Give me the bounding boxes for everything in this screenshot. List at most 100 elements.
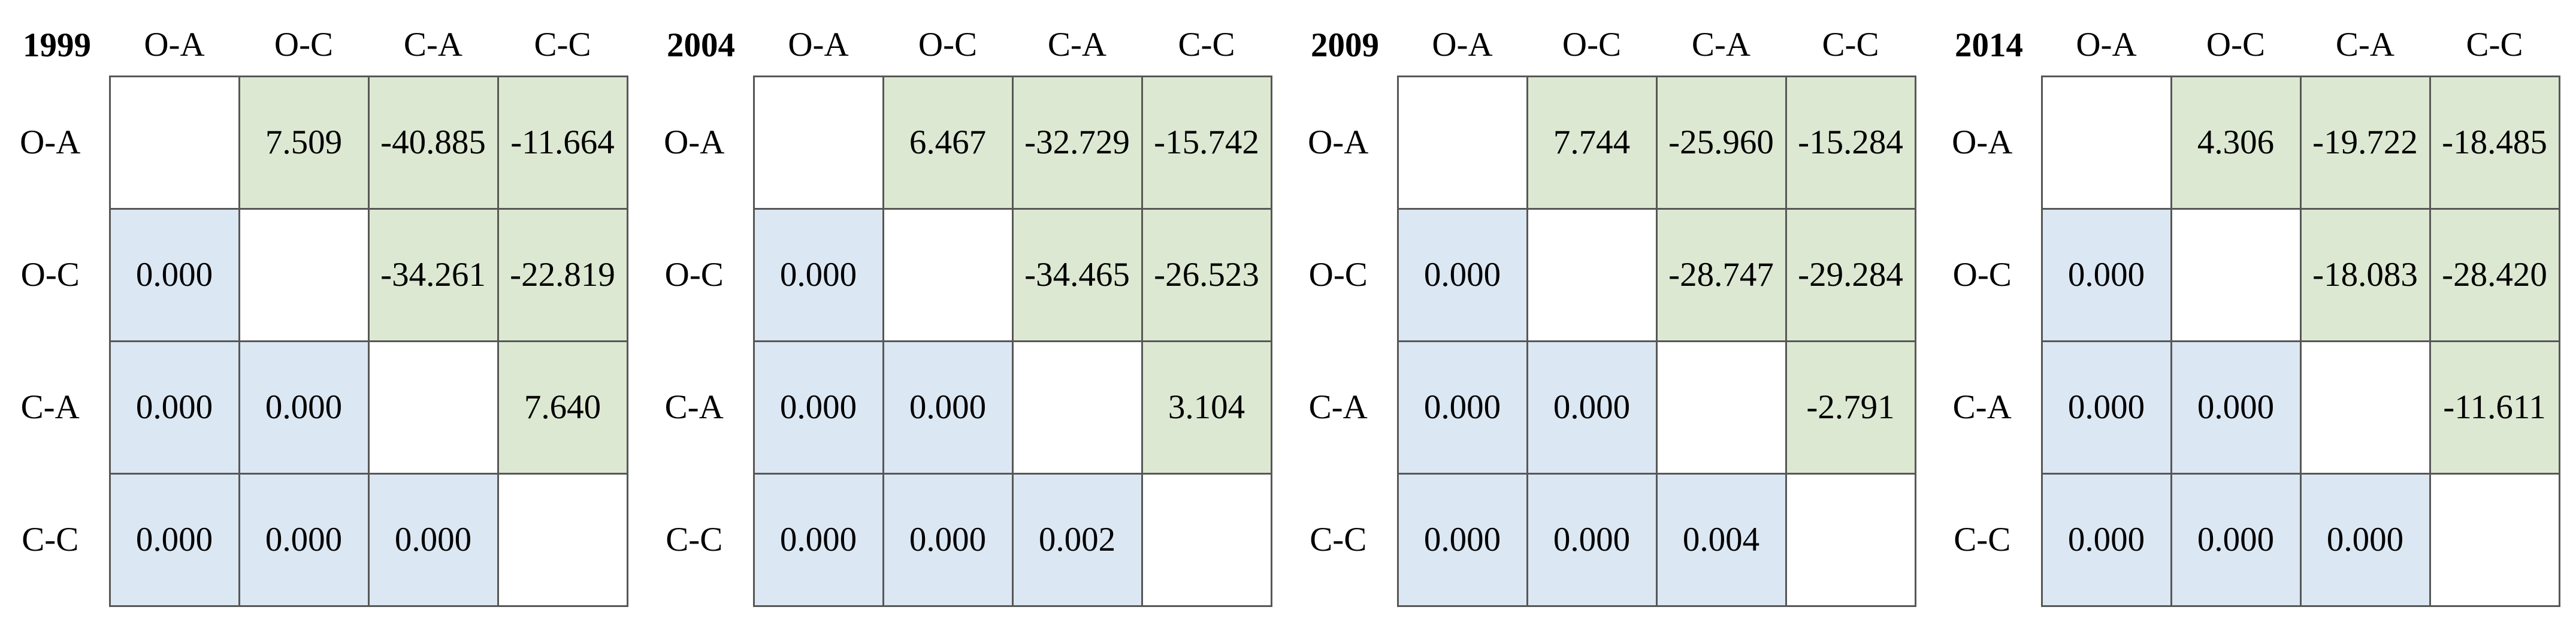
matrix-cell-diagonal — [2040, 75, 2172, 210]
matrix-cell: -18.485 — [2429, 75, 2560, 210]
matrix-cell: 3.104 — [1141, 340, 1272, 475]
matrix-cell: -19.722 — [2299, 75, 2431, 210]
matrix-cell: 0.000 — [882, 340, 1014, 475]
matrix-cell: 0.000 — [2170, 472, 2302, 607]
matrix-cell-diagonal — [2299, 340, 2431, 475]
row-header-ca: C-A — [20, 388, 80, 426]
matrix-block-1999: 1999 O-A O-C C-A C-C O-A 7.509 -40.885 -… — [0, 0, 644, 619]
matrix-table: 2014 O-A O-C C-A C-C O-A 4.306 -19.722 -… — [1932, 0, 2560, 607]
col-header-oc: O-C — [1562, 26, 1622, 64]
matrix-cell: 0.000 — [108, 207, 240, 342]
col-header-oc: O-C — [918, 26, 978, 64]
matrix-cell-diagonal — [1526, 207, 1658, 342]
col-header-cc: C-C — [2466, 26, 2523, 64]
matrix-cell-diagonal — [752, 75, 884, 210]
col-header-oa: O-A — [1432, 26, 1493, 64]
matrix-cell: 0.000 — [238, 472, 370, 607]
matrix-table: 2004 O-A O-C C-A C-C O-A 6.467 -32.729 -… — [644, 0, 1272, 607]
row-header-oc: O-C — [1308, 256, 1368, 294]
row-header-cc: C-C — [666, 521, 723, 558]
row-header-ca: C-A — [664, 388, 724, 426]
row-header-oa: O-A — [20, 123, 81, 161]
matrix-cell: -22.819 — [497, 207, 628, 342]
matrix-cell: 0.000 — [752, 472, 884, 607]
year-label: 2014 — [1955, 26, 2023, 64]
matrix-cell: -15.284 — [1785, 75, 1916, 210]
matrix-cell: 0.000 — [1526, 340, 1658, 475]
matrix-cell: 0.000 — [2299, 472, 2431, 607]
col-header-oa: O-A — [2076, 26, 2137, 64]
matrix-cell-diagonal — [367, 340, 499, 475]
matrix-cell: -28.747 — [1655, 207, 1787, 342]
matrix-cell: 0.000 — [367, 472, 499, 607]
matrix-cell-diagonal — [108, 75, 240, 210]
matrix-cell: 0.004 — [1655, 472, 1787, 607]
matrix-cell-diagonal — [2429, 472, 2560, 607]
matrix-cell-diagonal — [2170, 207, 2302, 342]
matrix-cell-diagonal — [1396, 75, 1528, 210]
row-header-oc: O-C — [1952, 256, 2012, 294]
matrix-cell: -40.885 — [367, 75, 499, 210]
matrix-cell: 0.000 — [2170, 340, 2302, 475]
row-header-oa: O-A — [1952, 123, 2013, 161]
row-header-oc: O-C — [664, 256, 724, 294]
matrix-cell: -11.611 — [2429, 340, 2560, 475]
matrix-cell: 0.000 — [2040, 207, 2172, 342]
col-header-oc: O-C — [2206, 26, 2266, 64]
row-header-oa: O-A — [664, 123, 725, 161]
matrix-cell: 0.000 — [1396, 340, 1528, 475]
matrix-cell: -25.960 — [1655, 75, 1787, 210]
matrix-cell-diagonal — [497, 472, 628, 607]
matrix-table: 1999 O-A O-C C-A C-C O-A 7.509 -40.885 -… — [0, 0, 628, 607]
row-header-ca: C-A — [1952, 388, 2012, 426]
matrix-cell: 7.744 — [1526, 75, 1658, 210]
col-header-cc: C-C — [1822, 26, 1879, 64]
row-header-oa: O-A — [1308, 123, 1369, 161]
matrix-cell: 0.000 — [238, 340, 370, 475]
matrix-cell: 7.640 — [497, 340, 628, 475]
year-label: 2009 — [1311, 26, 1379, 64]
matrix-cell: -15.742 — [1141, 75, 1272, 210]
matrix-table: 2009 O-A O-C C-A C-C O-A 7.744 -25.960 -… — [1288, 0, 1916, 607]
matrix-cell-diagonal — [882, 207, 1014, 342]
row-header-cc: C-C — [1954, 521, 2011, 558]
col-header-cc: C-C — [534, 26, 591, 64]
matrix-cell-diagonal — [1011, 340, 1143, 475]
matrix-cell: 0.000 — [108, 340, 240, 475]
year-label: 2004 — [667, 26, 735, 64]
matrix-cell: 0.000 — [752, 340, 884, 475]
matrix-cell: -26.523 — [1141, 207, 1272, 342]
col-header-ca: C-A — [2335, 26, 2395, 64]
matrix-cell: -28.420 — [2429, 207, 2560, 342]
col-header-oa: O-A — [144, 26, 205, 64]
matrix-cell-diagonal — [1785, 472, 1916, 607]
matrix-cell: 0.000 — [108, 472, 240, 607]
matrix-cell: -2.791 — [1785, 340, 1916, 475]
matrix-cell: 0.000 — [1526, 472, 1658, 607]
col-header-ca: C-A — [1691, 26, 1751, 64]
col-header-ca: C-A — [1047, 26, 1107, 64]
matrix-cell: 0.000 — [2040, 472, 2172, 607]
matrix-cell-diagonal — [1141, 472, 1272, 607]
matrix-cell: 0.000 — [752, 207, 884, 342]
matrix-cell: 0.002 — [1011, 472, 1143, 607]
matrix-cell: 6.467 — [882, 75, 1014, 210]
matrix-cell: -29.284 — [1785, 207, 1916, 342]
matrix-cell: 0.000 — [1396, 472, 1528, 607]
matrix-cell: -34.261 — [367, 207, 499, 342]
matrix-cell: 0.000 — [1396, 207, 1528, 342]
matrix-cell-diagonal — [238, 207, 370, 342]
matrix-cell-diagonal — [1655, 340, 1787, 475]
row-header-oc: O-C — [20, 256, 80, 294]
matrix-cell: 7.509 — [238, 75, 370, 210]
row-header-cc: C-C — [22, 521, 79, 558]
matrix-block-2014: 2014 O-A O-C C-A C-C O-A 4.306 -19.722 -… — [1932, 0, 2576, 619]
row-header-ca: C-A — [1308, 388, 1368, 426]
col-header-ca: C-A — [403, 26, 463, 64]
matrix-cell: 4.306 — [2170, 75, 2302, 210]
col-header-oc: O-C — [274, 26, 334, 64]
matrix-cell: -11.664 — [497, 75, 628, 210]
matrix-block-2009: 2009 O-A O-C C-A C-C O-A 7.744 -25.960 -… — [1288, 0, 1932, 619]
matrix-block-2004: 2004 O-A O-C C-A C-C O-A 6.467 -32.729 -… — [644, 0, 1288, 619]
